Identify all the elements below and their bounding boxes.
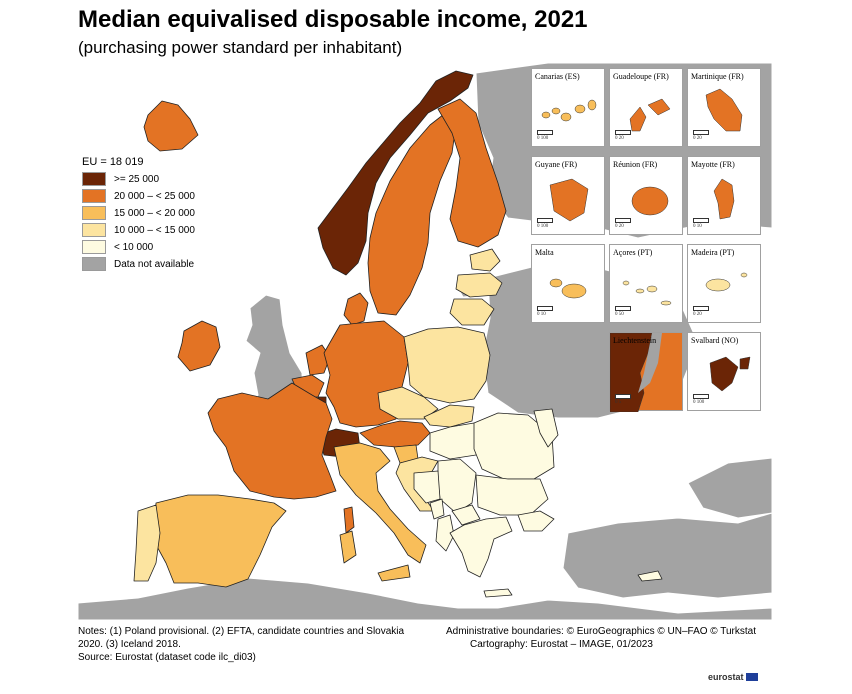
map-title: Median equivalised disposable income, 20… — [78, 6, 588, 33]
country-italy — [333, 442, 427, 564]
legend-label: 15 000 – < 20 000 — [114, 207, 195, 219]
inset-malta: Malta 0 10 — [531, 244, 605, 323]
country-poland — [403, 326, 491, 404]
country-cyprus — [637, 570, 663, 582]
country-lithuania — [449, 298, 495, 326]
map-subtitle: (purchasing power standard per inhabitan… — [78, 38, 403, 57]
country-romania — [473, 412, 555, 480]
country-montenegro — [429, 498, 445, 520]
legend-label: 20 000 – < 25 000 — [114, 190, 195, 202]
region-caucasus — [687, 457, 773, 519]
europe-map: Canarias (ES) 0 100 Guadeloupe (FR) 0 20… — [77, 62, 773, 621]
country-estonia — [469, 248, 501, 272]
legend-item: 20 000 – < 25 000 — [82, 188, 195, 204]
legend-swatch — [82, 206, 106, 220]
legend-label: Data not available — [114, 258, 195, 270]
country-turkey-europe — [517, 510, 555, 532]
country-latvia — [455, 272, 503, 298]
country-finland — [437, 98, 507, 248]
country-corsica — [343, 506, 355, 534]
legend-item: < 10 000 — [82, 239, 195, 255]
inset-guyane: Guyane (FR) 0 100 — [531, 156, 605, 235]
inset-reunion: Réunion (FR) 0 20 — [609, 156, 683, 235]
country-sicily — [377, 564, 411, 582]
country-serbia — [437, 458, 477, 514]
legend-item: 10 000 – < 15 000 — [82, 222, 195, 238]
legend-swatch — [82, 223, 106, 237]
credits-block: Administrative boundaries: © EuroGeograp… — [446, 625, 756, 651]
country-portugal — [133, 504, 161, 582]
country-france — [207, 382, 337, 500]
country-sweden — [367, 110, 457, 316]
legend-label: >= 25 000 — [114, 173, 160, 185]
country-iceland — [143, 100, 199, 152]
country-bulgaria — [475, 474, 549, 516]
country-ireland — [177, 320, 221, 372]
legend-label: 10 000 – < 15 000 — [114, 224, 195, 236]
inset-madeira: Madeira (PT) 0 20 — [687, 244, 761, 323]
country-greece — [449, 516, 513, 578]
cartography-credit: Cartography: Eurostat – IMAGE, 01/2023 — [470, 639, 653, 650]
source-text: Source: Eurostat (dataset code ilc_di03) — [78, 652, 256, 663]
legend-item: 15 000 – < 20 000 — [82, 205, 195, 221]
notes-text: Notes: (1) Poland provisional. (2) EFTA,… — [78, 626, 405, 650]
boundaries-credit: Administrative boundaries: © EuroGeograp… — [446, 626, 757, 637]
country-spain — [153, 494, 287, 588]
legend-header: EU = 18 019 — [82, 156, 144, 168]
inset-liechtenstein: Liechtenstein 0 5 — [609, 332, 683, 412]
legend-swatch — [82, 189, 106, 203]
country-crete — [483, 588, 513, 598]
country-slovakia — [423, 404, 475, 428]
eurostat-logo: eurostat — [708, 672, 758, 682]
logo-text: eurostat — [708, 672, 744, 682]
country-norway — [317, 70, 474, 276]
legend-swatch — [82, 257, 106, 271]
inset-acores: Açores (PT) 0 50 — [609, 244, 683, 323]
legend-item: Data not available — [82, 256, 195, 272]
legend-swatch — [82, 240, 106, 254]
region-africa — [77, 577, 773, 621]
inset-canarias: Canarias (ES) 0 100 — [531, 68, 605, 147]
legend-label: < 10 000 — [114, 241, 154, 253]
country-moldova — [533, 408, 559, 448]
legend-item: >= 25 000 — [82, 171, 195, 187]
inset-svalbard: Svalbard (NO) 0 100 — [687, 332, 761, 411]
notes-block: Notes: (1) Poland provisional. (2) EFTA,… — [78, 625, 428, 664]
inset-guadeloupe: Guadeloupe (FR) 0 20 — [609, 68, 683, 147]
country-albania — [435, 514, 455, 552]
country-bosnia — [413, 470, 441, 504]
region-turkey — [562, 512, 773, 599]
inset-martinique: Martinique (FR) 0 20 — [687, 68, 761, 147]
country-north-macedonia — [451, 504, 481, 526]
legend: EU = 18 019 >= 25 000 20 000 – < 25 000 … — [82, 156, 195, 272]
country-sardinia — [339, 530, 357, 564]
legend-swatch — [82, 172, 106, 186]
inset-mayotte: Mayotte (FR) 0 10 — [687, 156, 761, 235]
eu-flag-icon — [745, 673, 758, 681]
country-denmark — [343, 292, 369, 326]
